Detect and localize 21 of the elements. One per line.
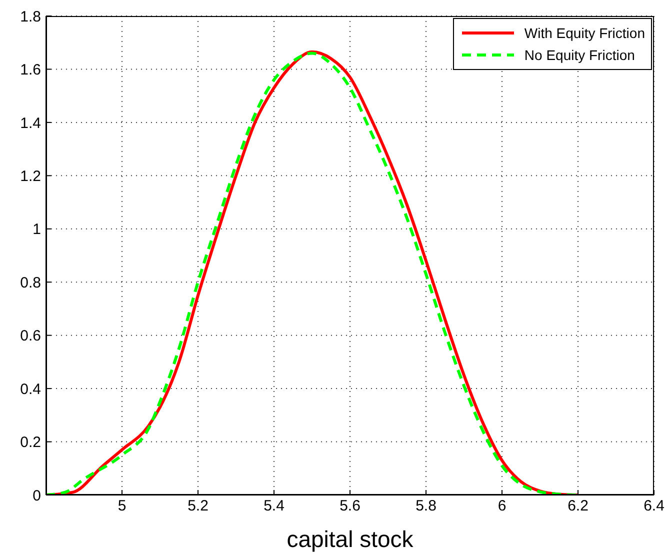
- y-tick-label: 0.2: [20, 434, 41, 452]
- x-tick-label: 5.6: [340, 498, 360, 515]
- y-tick-label: 0: [32, 487, 41, 504]
- y-tick-label: 1.2: [20, 168, 41, 185]
- legend-label: No Equity Friction: [524, 47, 635, 63]
- x-tick-label: 6.4: [644, 498, 664, 515]
- y-tick-label: 1.4: [20, 114, 41, 132]
- y-tick-label: 1.6: [20, 62, 41, 79]
- legend-label: With Equity Friction: [524, 25, 645, 41]
- y-tick-label: 1: [32, 221, 41, 238]
- y-tick-label: 0.8: [20, 274, 41, 292]
- x-tick-label: 5: [118, 498, 126, 515]
- x-tick-label: 5.2: [188, 498, 208, 515]
- x-tick-label: 6: [498, 498, 506, 515]
- x-tick-label: 6.2: [568, 498, 588, 515]
- y-tick-label: 0.4: [20, 380, 41, 398]
- x-axis-title: capital stock: [286, 526, 414, 552]
- x-tick-label: 5.8: [416, 498, 436, 515]
- x-tick-label: 5.4: [264, 498, 284, 515]
- y-tick-label: 0.6: [20, 328, 41, 345]
- y-tick-label: 1.8: [20, 8, 41, 26]
